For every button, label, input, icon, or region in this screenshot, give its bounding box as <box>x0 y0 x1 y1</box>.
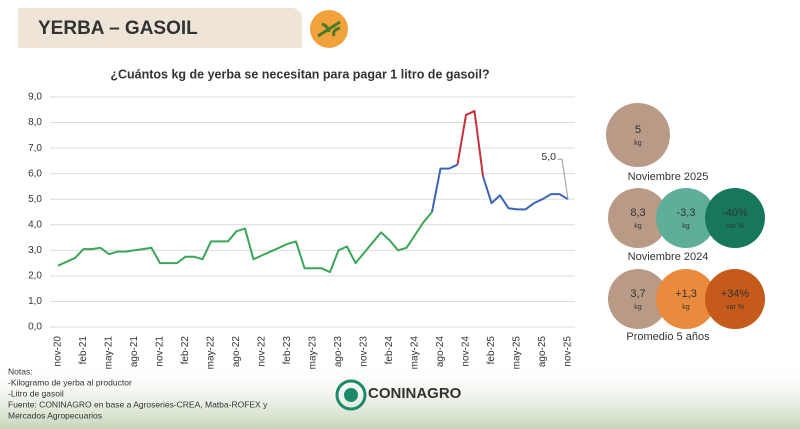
summary-unit: kg <box>634 140 642 147</box>
x-tick-label: ago-25 <box>537 336 548 368</box>
header-band <box>18 8 302 48</box>
header-icon <box>310 10 348 48</box>
x-tick-label: ago-22 <box>231 336 242 368</box>
x-tick-label: nov-25 <box>563 336 574 367</box>
note-line: -Litro de gasoil <box>8 388 64 398</box>
x-tick-label: ago-24 <box>435 336 446 368</box>
y-tick-label: 5,0 <box>28 194 42 205</box>
summary-circle <box>705 188 765 248</box>
y-tick-label: 9,0 <box>28 92 42 103</box>
x-tick-label: nov-23 <box>359 336 370 367</box>
summary-value: +1,3 <box>675 288 697 300</box>
x-tick-label: feb-24 <box>384 336 395 365</box>
summary-value: 8,3 <box>630 207 645 219</box>
summary-unit: kg <box>634 304 642 311</box>
summary-circle <box>705 269 765 329</box>
logo: CONINAGRO <box>335 379 462 411</box>
header-title: YERBA – GASOIL <box>38 18 198 39</box>
summary-value: 3,7 <box>630 288 645 300</box>
x-tick-label: feb-25 <box>486 336 497 365</box>
summary-unit: kg <box>682 223 690 230</box>
x-tick-label: ago-21 <box>129 336 140 368</box>
logo-text: CONINAGRO <box>368 385 462 402</box>
summary-caption: Noviembre 2025 <box>628 171 709 183</box>
annotation: 5,0 <box>541 151 556 163</box>
x-tick-label: may-22 <box>206 336 217 370</box>
summary-unit: kg <box>682 304 690 311</box>
series-line <box>57 211 433 274</box>
x-tick-label: may-21 <box>104 336 115 370</box>
x-tick-label: nov-22 <box>257 336 268 367</box>
note-line: Fuente: CONINAGRO en base a Agroseries-C… <box>8 399 268 409</box>
x-tick-label: may-23 <box>308 336 319 370</box>
y-tick-label: 0,0 <box>28 322 42 333</box>
annotation-leader <box>558 158 569 200</box>
chart-title: ¿Cuántos kg de yerba se necesitan para p… <box>110 67 489 81</box>
x-tick-label: may-25 <box>512 336 523 370</box>
summary-circle <box>606 103 670 167</box>
summary-value: -3,3 <box>677 207 696 219</box>
y-tick-label: 1,0 <box>28 296 42 307</box>
x-tick-label: feb-21 <box>78 336 89 365</box>
summary-value: 5 <box>635 124 641 136</box>
x-tick-label: feb-23 <box>282 336 293 365</box>
x-tick-label: ago-23 <box>333 336 344 368</box>
summary-circle <box>608 188 668 248</box>
note-line: Notas: <box>8 366 33 376</box>
summary-caption: Noviembre 2024 <box>628 251 709 263</box>
note-line: Mercados Agropecuarios <box>8 410 102 420</box>
x-tick-label: nov-21 <box>155 336 166 367</box>
summary-unit: kg <box>634 223 642 230</box>
notes: Notas:-Kilogramo de yerba al productor-L… <box>8 366 268 420</box>
y-tick-label: 4,0 <box>28 219 42 230</box>
chart: 0,0 1,0 2,0 3,0 4,0 5,0 6,0 7,0 8,0 9,0 nov-20 feb-… <box>28 92 575 370</box>
y-tick-label: 6,0 <box>28 168 42 179</box>
x-tick-label: feb-22 <box>180 336 191 365</box>
series-line <box>431 163 569 213</box>
summary-value: +34% <box>721 288 750 300</box>
footer-background <box>0 360 800 429</box>
x-tick-label: nov-24 <box>461 336 472 367</box>
y-tick-label: 2,0 <box>28 271 42 282</box>
summary-panel: 5 kg Noviembre 2025 8,3 kg -3,3 kg -40% var % Nov… <box>606 103 765 343</box>
x-tick-label: may-24 <box>410 336 421 370</box>
x-tick-label: nov-20 <box>53 336 64 367</box>
note-line: -Kilogramo de yerba al productor <box>8 377 132 387</box>
summary-unit: var % <box>726 304 744 311</box>
series-line <box>456 110 484 177</box>
summary-unit: var % <box>726 223 744 230</box>
summary-value: -40% <box>722 207 748 219</box>
summary-circle <box>656 269 716 329</box>
summary-circle <box>656 188 716 248</box>
y-tick-label: 8,0 <box>28 117 42 128</box>
y-tick-label: 3,0 <box>28 245 42 256</box>
summary-caption: Promedio 5 años <box>626 331 710 343</box>
y-tick-label: 7,0 <box>28 143 42 154</box>
summary-circle <box>608 269 668 329</box>
